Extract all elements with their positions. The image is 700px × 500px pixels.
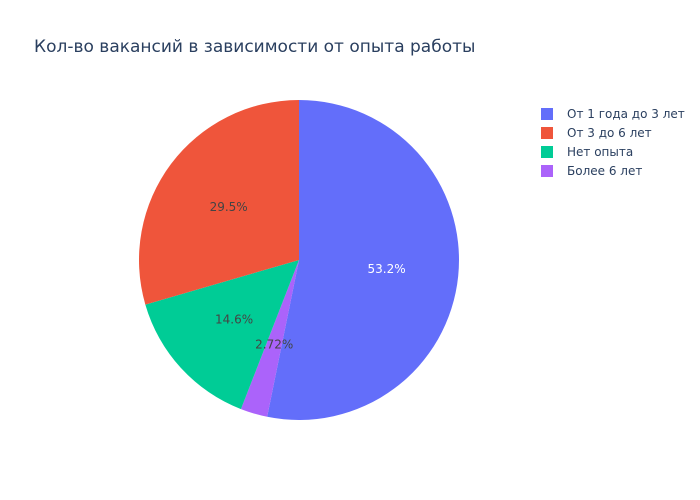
- slice-label: 2.72%: [255, 337, 293, 351]
- pie-slice[interactable]: [138, 100, 299, 305]
- legend-label: От 3 до 6 лет: [567, 126, 652, 140]
- legend-swatch: [541, 146, 553, 158]
- legend-swatch: [541, 108, 553, 120]
- slice-label: 14.6%: [215, 312, 253, 326]
- legend-item[interactable]: Нет опыта: [541, 145, 633, 159]
- legend-swatch: [541, 165, 553, 177]
- legend-label: От 1 года до 3 лет: [567, 107, 685, 121]
- legend-item[interactable]: От 1 года до 3 лет: [541, 107, 685, 121]
- legend-swatch: [541, 127, 553, 139]
- slice-label: 29.5%: [210, 200, 248, 214]
- legend-label: Более 6 лет: [567, 164, 642, 178]
- legend-label: Нет опыта: [567, 145, 633, 159]
- pie-slice[interactable]: [145, 260, 299, 410]
- slice-label: 53.2%: [367, 262, 405, 276]
- chart-title: Кол-во вакансий в зависимости от опыта р…: [34, 37, 475, 57]
- legend-item[interactable]: От 3 до 6 лет: [541, 126, 652, 140]
- pie-slice[interactable]: [240, 260, 299, 417]
- pie-slices: [138, 100, 459, 420]
- pie-slice[interactable]: [267, 100, 459, 420]
- legend-item[interactable]: Более 6 лет: [541, 164, 642, 178]
- legend[interactable]: От 1 года до 3 лет От 3 до 6 лет Нет опыта…: [541, 107, 685, 178]
- pie-labels: 53.2% 2.72%14.6% 29.5%: [210, 200, 406, 351]
